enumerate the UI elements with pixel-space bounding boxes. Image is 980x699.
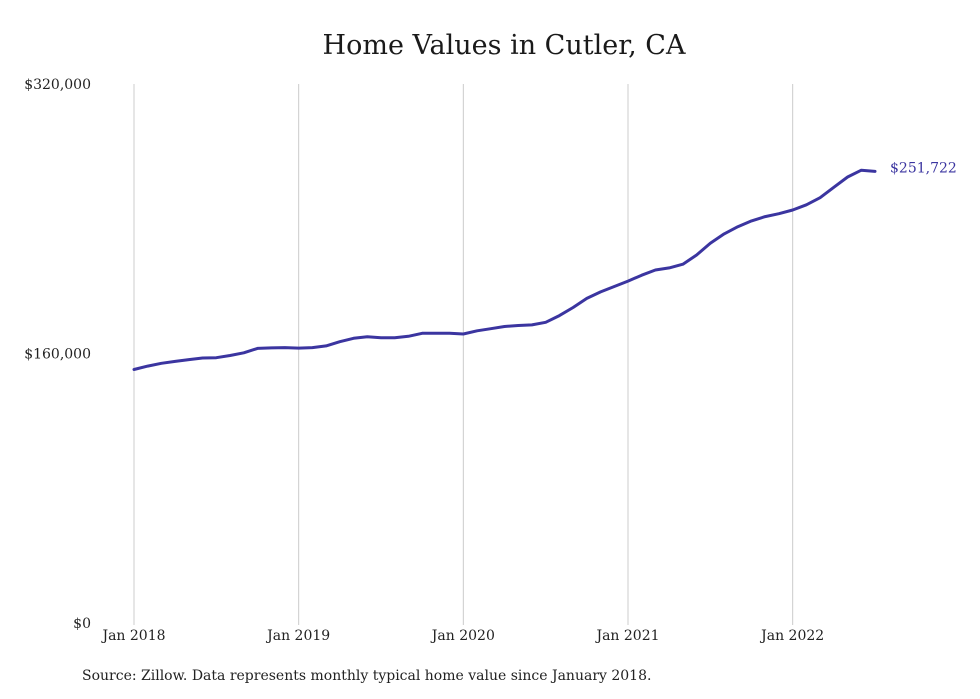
y-tick-label-1: $160,000	[24, 347, 91, 363]
x-axis-tick-labels: Jan 2018 Jan 2019 Jan 2020 Jan 2021 Jan 2022	[100, 628, 824, 644]
series-line-0	[132, 168, 877, 371]
x-tick-label-4: Jan 2022	[759, 628, 824, 644]
y-axis-tick-labels: $0 $160,000 $320,000	[24, 77, 91, 632]
x-tick-label-0: Jan 2018	[100, 628, 165, 644]
x-tick-label-2: Jan 2020	[430, 628, 495, 644]
series-end-label-0: $251,722	[890, 160, 957, 176]
y-tick-label-2: $320,000	[24, 77, 91, 93]
x-tick-label-1: Jan 2019	[265, 628, 330, 644]
source-note: Source: Zillow. Data represents monthly …	[82, 668, 652, 684]
y-tick-label-0: $0	[73, 616, 91, 632]
grid-layer	[133, 84, 794, 625]
chart-title: Home Values in Cutler, CA	[322, 30, 686, 61]
series-layer: $251,722	[132, 160, 957, 371]
x-tick-label-3: Jan 2021	[594, 628, 659, 644]
line-chart: $0$160,000$320,000 Jan 2018 Jan 2019 Jan 2…	[24, 77, 957, 644]
